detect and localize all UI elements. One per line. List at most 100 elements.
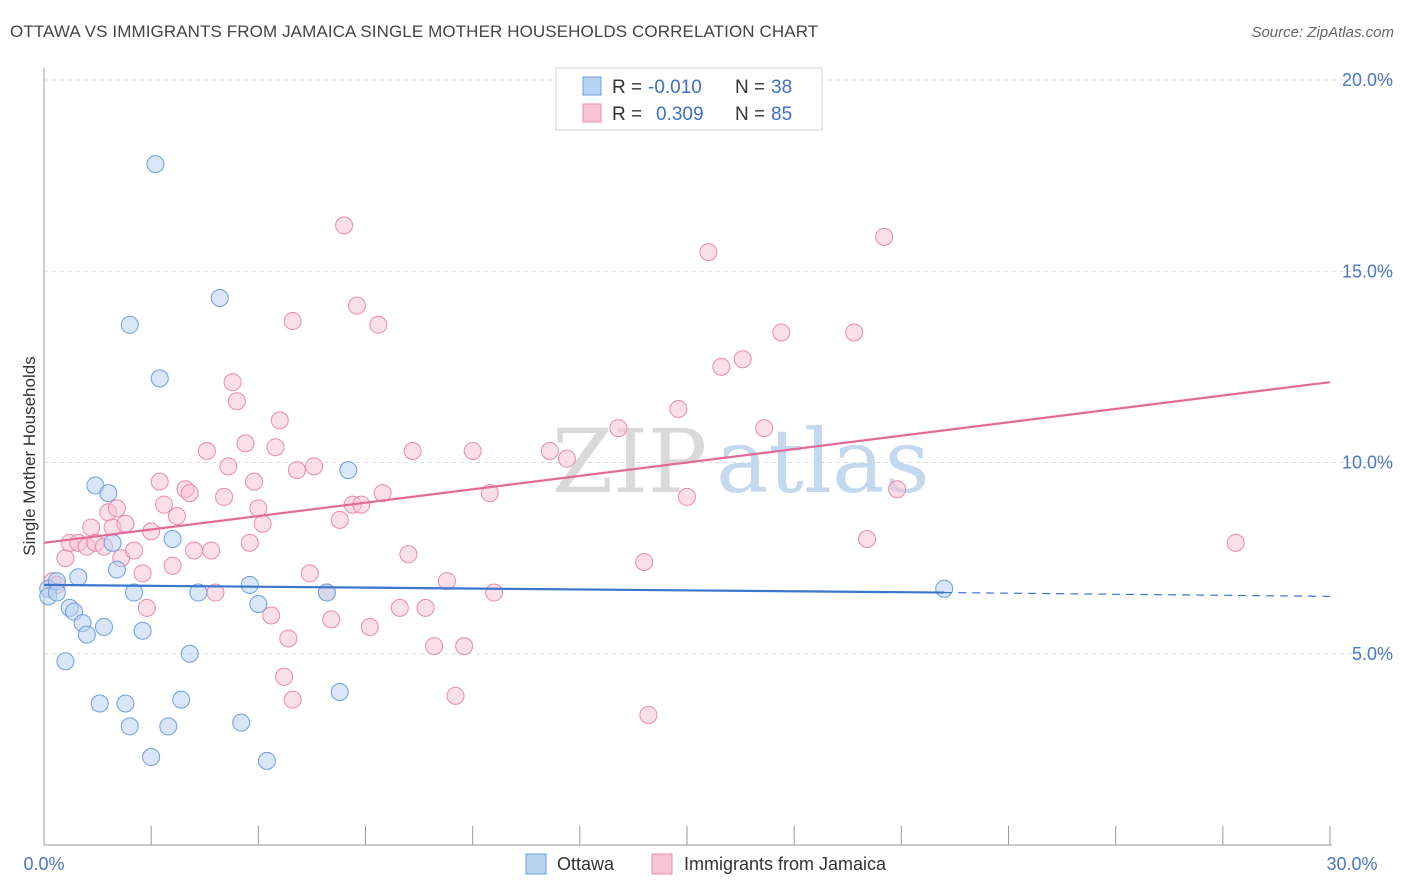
ottawa-point-13: [99, 484, 118, 503]
ottawa-point-23: [159, 717, 178, 736]
jamaica-point-34: [245, 472, 264, 491]
ottawa-point-36: [120, 315, 139, 334]
jamaica-point-32: [236, 434, 255, 453]
ottawa-point-19: [133, 621, 152, 640]
jamaica-point-41: [283, 311, 302, 330]
bottom-legend: Ottawa Immigrants from Jamaica: [525, 853, 887, 875]
ottawa-point-4: [56, 652, 75, 671]
jamaica-point-82: [1226, 533, 1245, 552]
grid-lines: [44, 79, 1392, 655]
ottawa-point-7: [69, 568, 88, 587]
x-tick-label-max: 30.0%: [1326, 854, 1377, 874]
jamaica-point-65: [485, 583, 504, 602]
legend-n-value-ottawa: 38: [771, 77, 792, 98]
legend-r-label-jamaica: R =: [612, 104, 642, 125]
jamaica-point-46: [322, 610, 341, 629]
ottawa-point-26: [180, 644, 199, 663]
ottawa-point-29: [232, 713, 251, 732]
jamaica-point-80: [875, 227, 894, 246]
jamaica-point-50: [347, 296, 366, 315]
jamaica-point-59: [425, 637, 444, 656]
ottawa-point-17: [120, 717, 139, 736]
ottawa-point-14: [103, 533, 122, 552]
watermark: ZIP atlas: [552, 410, 930, 513]
legend-r-label-ottawa: R =: [612, 77, 642, 98]
legend-n-value-jamaica: 85: [771, 104, 792, 125]
jamaica-point-66: [540, 442, 559, 461]
jamaica-point-76: [755, 419, 774, 438]
jamaica-point-71: [669, 399, 688, 418]
bottom-legend-swatch-ottawa: [525, 853, 547, 875]
ottawa-point-30: [240, 575, 259, 594]
ottawa-point-15: [107, 560, 126, 579]
y-axis-title: Single Mother Households: [20, 356, 39, 555]
jamaica-point-2: [56, 549, 75, 568]
ottawa-point-16: [116, 694, 135, 713]
jamaica-point-13: [116, 514, 135, 533]
jamaica-point-31: [227, 392, 246, 411]
x-tick-label-min: 0.0%: [23, 854, 64, 874]
jamaica-point-74: [712, 357, 731, 376]
jamaica-point-60: [437, 572, 456, 591]
jamaica-point-61: [446, 686, 465, 705]
ottawa-trend-line: [43, 583, 945, 594]
jamaica-point-70: [639, 705, 658, 724]
jamaica-point-48: [335, 216, 354, 235]
legend-swatch-ottawa: [582, 76, 602, 96]
jamaica-point-43: [300, 564, 319, 583]
jamaica-point-78: [845, 323, 864, 342]
jamaica-point-18: [150, 472, 169, 491]
y-tick-label-5: 5.0%: [1352, 644, 1393, 664]
x-ticks: [150, 826, 1331, 845]
ottawa-point-35: [339, 461, 358, 480]
jamaica-point-63: [463, 442, 482, 461]
legend-n-label-ottawa: N =: [735, 77, 765, 98]
jamaica-point-57: [403, 442, 422, 461]
bottom-legend-label-jamaica: Immigrants from Jamaica: [684, 854, 887, 874]
jamaica-point-55: [390, 598, 409, 617]
y-tick-labels: 5.0% 10.0% 15.0% 20.0%: [1342, 70, 1393, 664]
jamaica-point-64: [480, 484, 499, 503]
jamaica-trend-line: [43, 381, 1331, 544]
jamaica-point-20: [163, 556, 182, 575]
y-tick-label-10: 10.0%: [1342, 453, 1393, 473]
jamaica-point-24: [185, 541, 204, 560]
jamaica-point-33: [240, 533, 259, 552]
jamaica-point-30: [223, 373, 242, 392]
bottom-legend-label-ottawa: Ottawa: [557, 854, 615, 874]
jamaica-point-47: [330, 510, 349, 529]
ottawa-point-28: [210, 289, 229, 308]
jamaica-point-56: [399, 545, 418, 564]
jamaica-point-83: [275, 667, 294, 686]
ottawa-point-11: [90, 694, 109, 713]
ottawa-point-24: [163, 530, 182, 548]
legend-n-label-jamaica: N =: [735, 104, 765, 125]
ottawa-point-3: [47, 583, 66, 602]
jamaica-point-14: [125, 541, 144, 560]
jamaica-point-53: [369, 315, 388, 334]
jamaica-point-84: [283, 690, 302, 709]
jamaica-point-19: [155, 495, 174, 514]
jamaica-point-73: [699, 243, 718, 262]
jamaica-point-40: [279, 629, 298, 648]
jamaica-point-17: [142, 522, 161, 541]
jamaica-point-79: [858, 530, 877, 548]
ottawa-point-32: [257, 751, 276, 770]
legend-r-value-ottawa: -0.010: [648, 77, 702, 98]
jamaica-point-58: [416, 598, 435, 617]
ottawa-point-25: [172, 690, 191, 709]
jamaica-point-38: [266, 438, 285, 457]
ottawa-point-34: [330, 683, 349, 701]
jamaica-point-52: [360, 617, 379, 636]
ottawa-point-18: [125, 583, 144, 602]
ottawa-point-20: [142, 748, 161, 767]
legend-swatch-jamaica: [582, 103, 602, 123]
jamaica-point-75: [733, 350, 752, 369]
y-tick-label-20: 20.0%: [1342, 70, 1393, 90]
ottawa-point-37: [935, 579, 954, 598]
ottawa-trend-extension: [944, 591, 1331, 597]
ottawa-point-22: [150, 369, 169, 388]
jamaica-point-72: [678, 487, 696, 506]
ottawa-point-12: [95, 617, 114, 636]
bottom-legend-swatch-jamaica: [651, 853, 673, 875]
